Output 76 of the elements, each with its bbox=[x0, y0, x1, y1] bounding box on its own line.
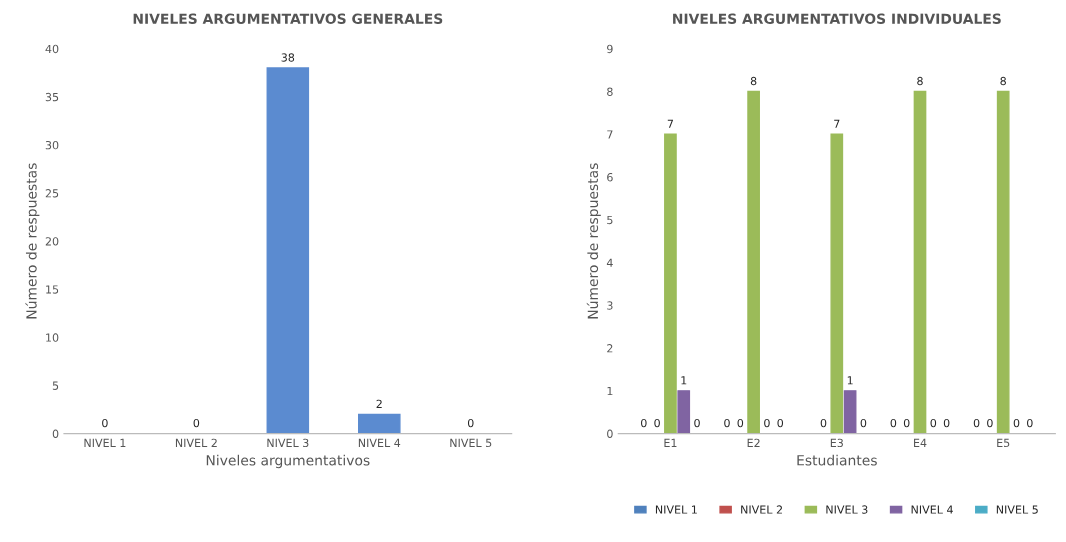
y-tick-label: 1 bbox=[607, 386, 613, 396]
data-label: 7 bbox=[667, 119, 674, 128]
x-tick-label: E3 bbox=[830, 438, 843, 448]
y-tick-label: 5 bbox=[52, 381, 59, 390]
x-tick-label: E5 bbox=[997, 438, 1010, 448]
data-label: 0 bbox=[467, 418, 474, 428]
bar bbox=[843, 390, 857, 434]
y-tick-label: 3 bbox=[607, 301, 613, 310]
data-label: 0 bbox=[694, 418, 700, 428]
data-label: 0 bbox=[764, 418, 770, 428]
data-label: 0 bbox=[654, 418, 660, 428]
data-label: 0 bbox=[903, 418, 910, 428]
legend-label: NIVEL 5 bbox=[996, 505, 1038, 514]
y-axis-title: Número de respuestas bbox=[25, 163, 40, 319]
y-axis-title: Número de respuestas bbox=[586, 163, 601, 319]
data-label: 0 bbox=[860, 418, 867, 428]
legend-label: NIVEL 4 bbox=[911, 505, 953, 514]
y-tick-label: 0 bbox=[52, 429, 59, 438]
x-tick-label: NIVEL 3 bbox=[267, 438, 309, 448]
x-axis-title: Estudiantes bbox=[797, 454, 877, 466]
data-label: 0 bbox=[737, 418, 744, 428]
data-label: 0 bbox=[943, 418, 950, 428]
legend-label: NIVEL 3 bbox=[826, 505, 868, 514]
y-tick-label: 30 bbox=[45, 140, 59, 150]
bar bbox=[677, 390, 691, 434]
y-tick-label: 4 bbox=[606, 258, 613, 267]
data-label: 0 bbox=[102, 418, 108, 428]
data-label: 8 bbox=[1000, 76, 1006, 86]
data-label: 0 bbox=[987, 418, 993, 428]
y-tick-label: 7 bbox=[607, 130, 613, 139]
data-label: 0 bbox=[1013, 418, 1020, 428]
x-tick-label: E4 bbox=[914, 438, 927, 447]
x-tick-label: NIVEL 2 bbox=[175, 438, 217, 447]
y-tick-label: 5 bbox=[607, 215, 613, 225]
x-tick-label: NIVEL 4 bbox=[358, 438, 401, 447]
data-label: 0 bbox=[641, 418, 647, 428]
y-tick-label: 6 bbox=[607, 173, 613, 182]
chart-title: NIVELES ARGUMENTATIVOS INDIVIDUALES bbox=[673, 13, 1001, 24]
bar bbox=[830, 133, 844, 434]
data-label: 1 bbox=[847, 376, 853, 385]
x-tick-label: E2 bbox=[747, 438, 760, 447]
data-label: 0 bbox=[820, 418, 827, 428]
data-label: 0 bbox=[973, 418, 980, 428]
x-axis-title: Niveles argumentativos bbox=[206, 454, 370, 469]
x-tick-label: NIVEL 1 bbox=[84, 438, 126, 447]
data-label: 0 bbox=[890, 418, 897, 428]
x-tick-label: E1 bbox=[664, 438, 677, 447]
bar bbox=[996, 90, 1010, 434]
data-label: 0 bbox=[193, 418, 200, 428]
y-tick-label: 9 bbox=[607, 44, 613, 54]
y-tick-label: 0 bbox=[607, 429, 613, 438]
bar bbox=[664, 133, 677, 434]
data-label: 8 bbox=[750, 76, 757, 86]
chart-title: NIVELES ARGUMENTATIVOS GENERALES bbox=[133, 13, 443, 24]
data-label: 0 bbox=[930, 418, 937, 428]
bar bbox=[913, 90, 927, 434]
bar bbox=[747, 90, 760, 434]
y-tick-label: 2 bbox=[607, 344, 613, 353]
data-label: 2 bbox=[376, 399, 382, 408]
y-tick-label: 8 bbox=[607, 87, 613, 96]
data-label: 0 bbox=[724, 418, 730, 428]
y-tick-label: 15 bbox=[46, 285, 59, 294]
data-label: 38 bbox=[281, 53, 295, 62]
data-label: 8 bbox=[917, 76, 923, 86]
data-label: 0 bbox=[1027, 418, 1033, 428]
x-tick-label: NIVEL 5 bbox=[450, 438, 492, 448]
data-label: 1 bbox=[681, 376, 687, 385]
legend-label: NIVEL 1 bbox=[655, 505, 697, 514]
y-tick-label: 10 bbox=[46, 333, 59, 342]
legend-label: NIVEL 2 bbox=[741, 505, 782, 514]
y-tick-label: 35 bbox=[45, 92, 59, 102]
y-tick-label: 25 bbox=[45, 189, 59, 198]
y-tick-label: 20 bbox=[45, 237, 59, 246]
y-tick-label: 40 bbox=[45, 44, 59, 54]
data-label: 7 bbox=[834, 119, 840, 128]
data-label: 0 bbox=[777, 418, 784, 428]
